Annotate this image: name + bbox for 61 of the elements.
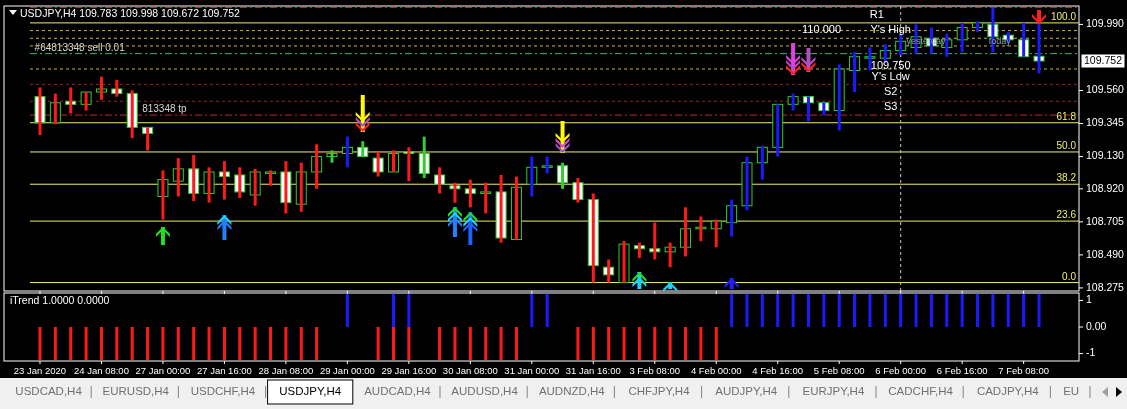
annotation: 38.2 bbox=[1056, 172, 1077, 184]
x-tick-label: 6 Feb 00:00 bbox=[875, 365, 927, 376]
y-tick-label: 109.560 bbox=[1086, 83, 1125, 96]
y-tick-label: 108.705 bbox=[1086, 214, 1125, 227]
x-tick-label: 23 Jan 2020 bbox=[13, 365, 67, 376]
annotation: 110.000 bbox=[802, 22, 842, 35]
x-tick-label: 6 Feb 16:00 bbox=[936, 365, 988, 376]
annotation: 0.0 bbox=[1062, 270, 1077, 282]
x-tick-label: 30 Jan 08:00 bbox=[442, 365, 498, 376]
annotation: S2 bbox=[883, 84, 898, 97]
y-tick-label: 109.345 bbox=[1086, 116, 1125, 129]
y-tick-label: 1 bbox=[1086, 293, 1092, 306]
text: 109.752 bbox=[1084, 53, 1123, 66]
text: EU bbox=[1063, 385, 1080, 398]
x-tick-label: 3 Feb 08:00 bbox=[629, 365, 681, 376]
y-tick-label: 0.00 bbox=[1086, 319, 1107, 332]
x-tick-label: 4 Feb 16:00 bbox=[752, 365, 804, 376]
x-tick-label: 4 Feb 00:00 bbox=[690, 365, 742, 376]
chart-title: USDJPY,H4 109.783 109.998 109.672 109.752 bbox=[20, 7, 241, 19]
x-tick-label: 31 Jan 00:00 bbox=[504, 365, 560, 376]
x-tick-label: 27 Jan 16:00 bbox=[196, 365, 252, 376]
annotation: 23.6 bbox=[1056, 209, 1077, 221]
annotation: 100.0 bbox=[1050, 10, 1077, 22]
annotation: R1 bbox=[869, 8, 884, 21]
annotation: 61.8 bbox=[1056, 110, 1077, 122]
text: USDJPY,H4 bbox=[279, 385, 342, 398]
text: CADJPY,H4 bbox=[976, 385, 1040, 398]
ref-line-label: #64813348 sell 0.01 bbox=[34, 41, 126, 53]
x-tick-label: 7 Feb 08:00 bbox=[998, 365, 1049, 376]
text: EURUSD,H4 bbox=[102, 385, 170, 398]
y-tick-label: 108.920 bbox=[1086, 181, 1125, 194]
text: AUDNZD,H4 bbox=[538, 385, 606, 398]
x-tick-label: 29 Jan 00:00 bbox=[319, 365, 375, 376]
x-tick-label: 24 Jan 08:00 bbox=[74, 365, 129, 376]
text: AUDJPY,H4 bbox=[715, 385, 778, 398]
annotation: Y's Low bbox=[871, 70, 910, 83]
y-tick-label: 109.990 bbox=[1086, 17, 1125, 30]
text: CHFJPY,H4 bbox=[628, 385, 691, 398]
x-tick-label: 31 Jan 16:00 bbox=[565, 365, 621, 376]
annotation: 50.0 bbox=[1056, 139, 1077, 151]
y-tick-label: 108.490 bbox=[1086, 247, 1125, 260]
chart-title: iTrend 1.0000 0.0000 bbox=[10, 294, 110, 306]
y-tick-label: -1 bbox=[1086, 346, 1096, 359]
candlestick bbox=[95, 76, 107, 100]
text: AUDUSD,H4 bbox=[451, 385, 519, 398]
ref-line-label: 813348 tp bbox=[142, 103, 188, 115]
text: USDCAD,H4 bbox=[15, 385, 83, 398]
annotation: S3 bbox=[883, 100, 898, 113]
x-tick-label: 5 Feb 08:00 bbox=[813, 365, 865, 376]
text: USDCHF,H4 bbox=[190, 385, 256, 398]
candlestick bbox=[403, 147, 415, 183]
x-tick-label: 27 Jan 00:00 bbox=[135, 365, 191, 376]
text: AUDCAD,H4 bbox=[364, 385, 432, 398]
text: EURJPY,H4 bbox=[802, 385, 865, 398]
text: CADCHF,H4 bbox=[888, 385, 954, 398]
x-tick-label: 28 Jan 08:00 bbox=[258, 365, 314, 376]
x-tick-label: 29 Jan 16:00 bbox=[381, 365, 437, 376]
y-tick-label: 109.130 bbox=[1086, 149, 1125, 162]
annotation: Y's High bbox=[870, 22, 912, 35]
annotation: 109.750 bbox=[870, 58, 911, 71]
y-tick-label: 108.275 bbox=[1086, 280, 1125, 293]
